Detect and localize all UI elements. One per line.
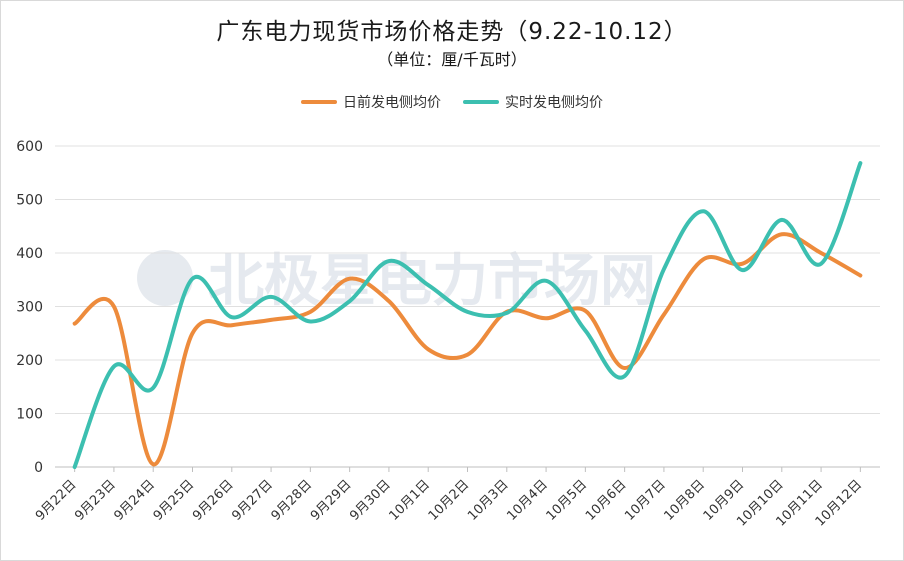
x-tick-label: 9月24日 xyxy=(111,477,158,524)
legend-item-day-ahead: 日前发电侧均价 xyxy=(301,92,441,112)
x-tick-label: 9月30日 xyxy=(347,477,394,524)
legend-item-real-time: 实时发电侧均价 xyxy=(463,92,603,112)
y-axis-ticks: 0 100 200 300 400 500 600 xyxy=(16,139,43,476)
y-tick-label: 400 xyxy=(16,246,43,262)
x-tick-label: 9月28日 xyxy=(269,477,316,524)
x-tick-label: 9月29日 xyxy=(308,477,355,524)
watermark-text: 北极星电力市场网 xyxy=(208,249,656,314)
x-tick-label: 10月3日 xyxy=(465,477,512,524)
chart-subtitle: （单位：厘/千瓦时） xyxy=(377,50,527,69)
y-tick-label: 100 xyxy=(16,407,43,423)
x-tick-label: 10月4日 xyxy=(504,477,551,524)
legend-label-day-ahead: 日前发电侧均价 xyxy=(343,95,441,111)
x-tick-label: 10月1日 xyxy=(386,477,433,524)
y-tick-label: 0 xyxy=(34,460,43,476)
legend-swatch-real-time xyxy=(463,100,499,104)
watermark: 北极星电力市场网 xyxy=(137,249,656,314)
y-tick-label: 300 xyxy=(16,300,43,316)
x-axis-ticks: 9月22日9月23日9月24日9月25日9月26日9月27日9月28日9月29日… xyxy=(33,467,865,530)
x-tick-label: 9月25日 xyxy=(151,477,198,524)
watermark-logo-icon xyxy=(137,250,193,306)
x-tick-label: 10月2日 xyxy=(426,477,473,524)
series-line-day-ahead xyxy=(72,232,863,467)
y-tick-label: 200 xyxy=(16,353,43,369)
series-line-real-time xyxy=(72,161,863,469)
x-tick-label: 9月23日 xyxy=(72,477,119,524)
x-tick-label: 10月7日 xyxy=(622,477,669,524)
chart-title: 广东电力现货市场价格走势（9.22-10.12） xyxy=(216,19,688,45)
y-tick-label: 500 xyxy=(16,193,43,209)
x-tick-label: 9月27日 xyxy=(229,477,276,524)
chart-legend: 日前发电侧均价 实时发电侧均价 xyxy=(0,92,904,112)
legend-label-real-time: 实时发电侧均价 xyxy=(505,95,603,111)
x-tick-label: 9月22日 xyxy=(33,477,80,524)
x-tick-label: 10月5日 xyxy=(544,477,591,524)
x-tick-label: 10月6日 xyxy=(583,477,630,524)
legend-swatch-day-ahead xyxy=(301,100,337,104)
series-lines xyxy=(72,161,863,469)
x-tick-label: 10月8日 xyxy=(661,477,708,524)
y-tick-label: 600 xyxy=(16,139,43,155)
x-tick-label: 9月26日 xyxy=(190,477,237,524)
